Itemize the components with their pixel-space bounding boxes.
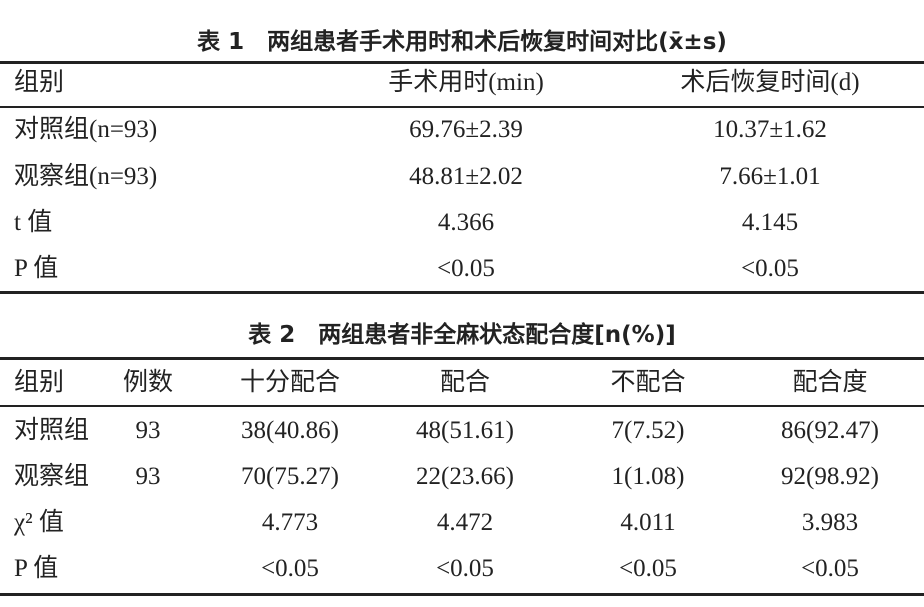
header-cell: 手术用时(min) — [388, 69, 544, 96]
table-cell: P 值 — [14, 255, 59, 282]
table-title: 表 2 两组患者非全麻状态配合度[n(%)] — [248, 322, 676, 348]
header-cell: 组别 — [14, 369, 65, 396]
table-rule — [0, 357, 924, 360]
table-cell: 3.983 — [801, 509, 859, 536]
table-cell: 48.81±2.02 — [409, 163, 523, 190]
table-cell: 48(51.61) — [416, 417, 514, 444]
header-cell: 配合度 — [792, 369, 868, 396]
table-cell: 93 — [135, 463, 161, 490]
header-cell: 不配合 — [610, 369, 686, 396]
table-cell: <0.05 — [619, 555, 677, 582]
table-rule — [0, 61, 924, 64]
table-rule — [0, 593, 924, 596]
table-cell: 10.37±1.62 — [713, 116, 827, 143]
table-cell: <0.05 — [436, 555, 494, 582]
table-cell: 4.773 — [261, 509, 319, 536]
table-cell: 86(92.47) — [781, 417, 879, 444]
table-cell: 38(40.86) — [241, 417, 339, 444]
table-cell: 4.472 — [436, 509, 494, 536]
table-cell: 22(23.66) — [416, 463, 514, 490]
table-cell: <0.05 — [261, 555, 319, 582]
header-cell: 组别 — [14, 69, 65, 96]
table-cell: 观察组(n=93) — [14, 163, 158, 190]
table-cell: 7(7.52) — [611, 417, 685, 444]
header-cell: 配合 — [439, 369, 491, 396]
table-cell: 69.76±2.39 — [409, 116, 523, 143]
table-cell: 4.366 — [437, 209, 495, 236]
table-title: 表 1 两组患者手术用时和术后恢复时间对比(x̄±s) — [197, 29, 727, 55]
table-rule — [0, 405, 924, 407]
table-cell: t 值 — [14, 209, 53, 236]
table-cell: 70(75.27) — [241, 463, 339, 490]
table-cell: χ² 值 — [14, 509, 64, 536]
table-cell: <0.05 — [801, 555, 859, 582]
header-cell: 术后恢复时间(d) — [680, 69, 860, 96]
table-cell: 92(98.92) — [781, 463, 879, 490]
table-cell: 4.145 — [741, 209, 799, 236]
header-cell: 例数 — [122, 369, 174, 396]
table-cell: <0.05 — [741, 255, 799, 282]
table-cell: 1(1.08) — [611, 463, 685, 490]
table-cell: <0.05 — [437, 255, 495, 282]
table-cell: 7.66±1.01 — [719, 163, 821, 190]
header-cell: 十分配合 — [239, 369, 341, 396]
table-rule — [0, 291, 924, 294]
table-cell: 对照组 — [14, 417, 90, 444]
table-cell: 对照组(n=93) — [14, 116, 158, 143]
table-cell: 观察组 — [14, 463, 90, 490]
table-cell: 4.011 — [620, 509, 676, 536]
table-cell: 93 — [135, 417, 161, 444]
table-rule — [0, 106, 924, 108]
table-cell: P 值 — [14, 555, 59, 582]
